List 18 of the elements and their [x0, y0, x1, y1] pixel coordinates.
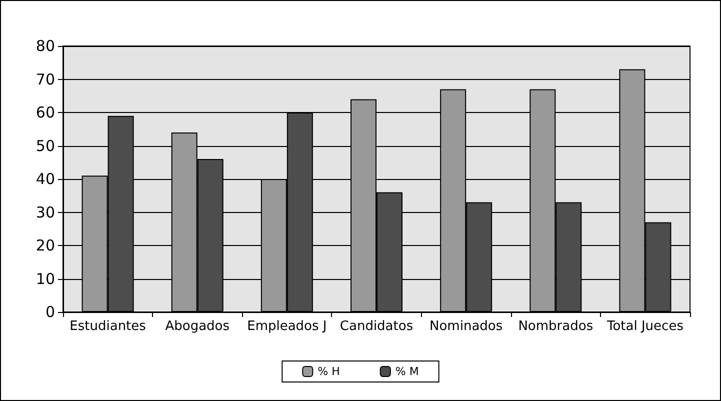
x-tick-label: Abogados: [165, 319, 230, 334]
x-tick-label: Total Jueces: [606, 319, 684, 334]
x-tick-label: Candidatos: [340, 319, 414, 334]
y-tick-label: 30: [36, 203, 55, 222]
y-tick-label: 70: [36, 70, 55, 88]
y-tick-label: 20: [36, 236, 55, 254]
legend-label: % M: [395, 365, 419, 378]
y-tick-label: 80: [36, 37, 55, 55]
legend-label: % H: [318, 365, 340, 378]
y-tick-label: 0: [45, 303, 55, 321]
y-tick-label: 10: [36, 270, 55, 288]
x-tick-label: Nominados: [430, 319, 503, 334]
y-tick-label: 40: [36, 170, 55, 188]
y-tick-label: 50: [36, 136, 55, 155]
y-tick-label: 60: [36, 104, 55, 122]
x-tick-label: Estudiantes: [70, 319, 146, 334]
x-tick-label: Empleados J: [247, 319, 327, 334]
x-tick-label: Nombrados: [518, 319, 594, 334]
